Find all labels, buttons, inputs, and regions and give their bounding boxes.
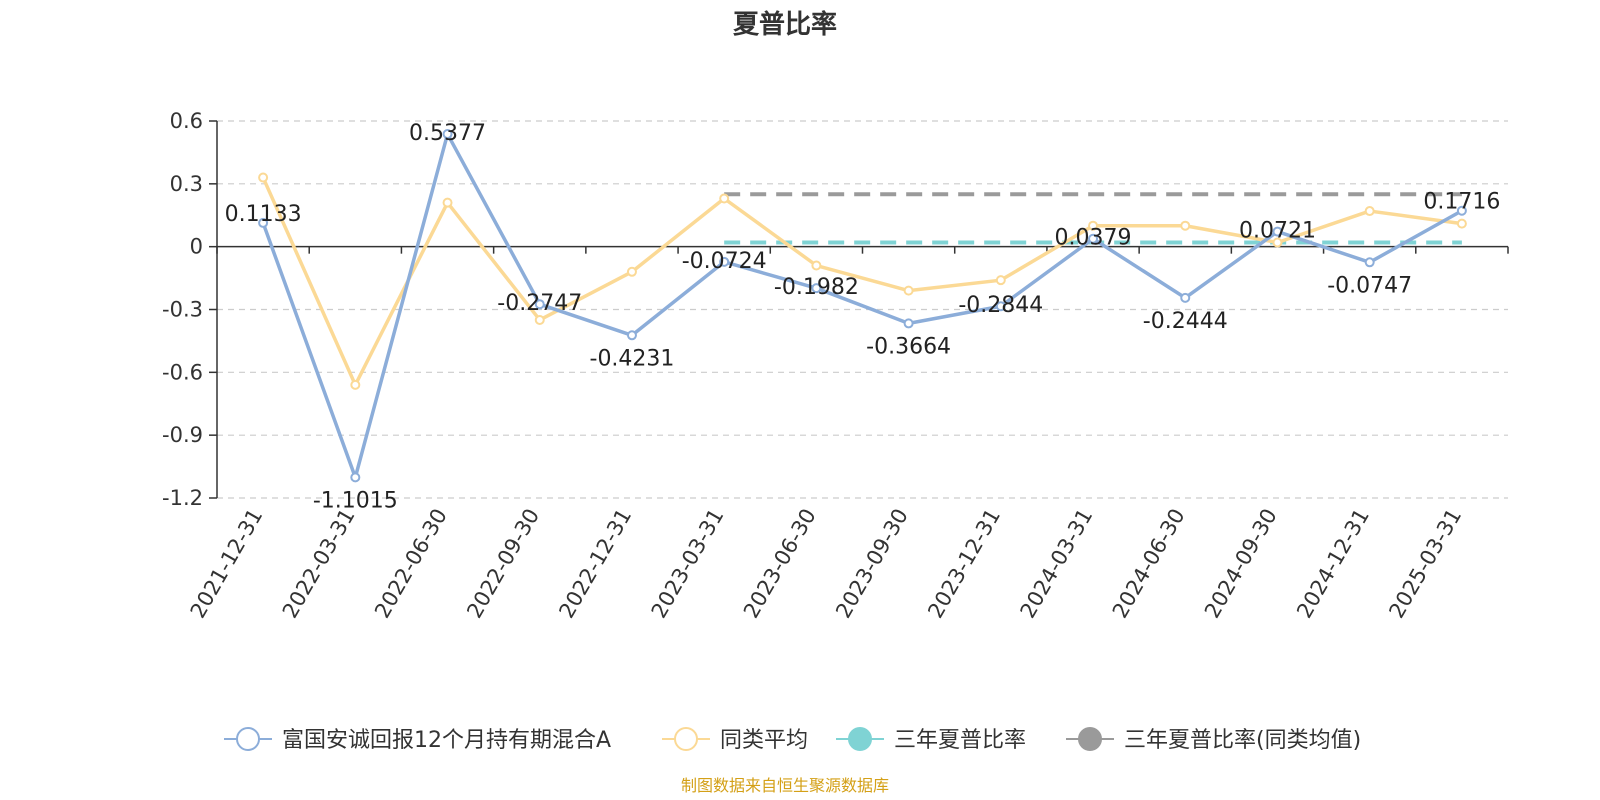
- y-tick-label: 0: [190, 235, 203, 259]
- data-label: -0.1982: [774, 275, 859, 300]
- data-label: -0.0747: [1327, 273, 1412, 298]
- x-tick-label: 2022-09-30: [462, 505, 544, 623]
- data-point: [442, 129, 453, 140]
- series-lines: [261, 132, 1463, 480]
- y-tick-label: -0.6: [162, 360, 203, 384]
- data-label: -0.2444: [1143, 309, 1228, 334]
- data-label: -0.2747: [497, 291, 582, 316]
- legend-marker-icon: [1078, 727, 1102, 751]
- legend-marker-icon: [848, 727, 872, 751]
- legend-marker-icon: [674, 727, 698, 751]
- data-point: [534, 299, 545, 310]
- y-tick-label: 0.6: [170, 109, 203, 133]
- x-tick-label: 2022-03-31: [278, 505, 360, 623]
- x-tick-label: 2024-06-30: [1108, 505, 1190, 623]
- data-point: [1088, 220, 1099, 231]
- data-point: [258, 217, 269, 228]
- data-point: [995, 275, 1006, 286]
- legend: 富国安诚回报12个月持有期混合A 同类平均 三年夏普比率 三年夏普比率(同类均值): [224, 727, 1361, 753]
- data-point: [1364, 257, 1375, 268]
- x-tick-label: 2023-09-30: [831, 505, 913, 623]
- data-point: [811, 260, 822, 271]
- data-label: 0.1133: [225, 202, 302, 227]
- y-tick-label: -1.2: [162, 486, 203, 510]
- legend-label: 三年夏普比率: [894, 728, 1026, 753]
- legend-label: 三年夏普比率(同类均值): [1124, 728, 1361, 753]
- data-point: [719, 256, 730, 267]
- data-point: [903, 285, 914, 296]
- data-label: 0.0721: [1239, 219, 1316, 244]
- data-point: [626, 266, 637, 277]
- data-point: [534, 314, 545, 325]
- x-tick-label: 2024-03-31: [1016, 505, 1098, 623]
- grid-lines: [217, 120, 1508, 499]
- x-tick-label: 2022-06-30: [370, 505, 452, 623]
- series-line: [261, 176, 1463, 387]
- data-point: [903, 318, 914, 329]
- data-label: 0.0379: [1055, 226, 1132, 251]
- x-tick-label: 2023-06-30: [739, 505, 821, 623]
- data-label: -1.1015: [313, 488, 398, 513]
- legend-marker-icon: [236, 727, 260, 751]
- x-tick-label: 2022-12-31: [554, 505, 636, 623]
- x-tick-label: 2023-03-31: [647, 505, 729, 623]
- data-point: [350, 379, 361, 390]
- data-point: [1180, 292, 1191, 303]
- data-point: [350, 472, 361, 483]
- data-label: 0.1716: [1423, 190, 1500, 215]
- series-points: [258, 129, 1467, 483]
- data-point: [811, 283, 822, 294]
- legend-label: 同类平均: [720, 728, 808, 753]
- source-note: 制图数据来自恒生聚源数据库: [681, 776, 889, 795]
- data-point: [1272, 226, 1283, 237]
- data-point: [442, 197, 453, 208]
- x-tick-label: 2023-12-31: [923, 505, 1005, 623]
- data-point: [1456, 205, 1467, 216]
- x-tick-label: 2021-12-31: [186, 505, 268, 623]
- data-point: [258, 172, 269, 183]
- data-point: [995, 301, 1006, 312]
- data-label: 0.5377: [409, 121, 486, 146]
- data-point: [1456, 218, 1467, 229]
- y-tick-label: 0.3: [170, 172, 203, 196]
- series-line: [261, 132, 1463, 480]
- legend-label: 富国安诚回报12个月持有期混合A: [282, 728, 611, 753]
- data-label: -0.2844: [958, 293, 1043, 318]
- data-point: [1272, 237, 1283, 248]
- data-label: -0.3664: [866, 334, 951, 359]
- data-point: [626, 330, 637, 341]
- data-label: -0.0724: [682, 249, 767, 274]
- data-point: [1088, 233, 1099, 244]
- data-label: -0.4231: [590, 346, 675, 371]
- data-labels: 0.1133 -1.1015 0.5377 -0.2747 -0.4231 -0.0724…: [225, 121, 1501, 513]
- x-tick-label: 2025-03-31: [1384, 505, 1466, 623]
- y-tick-label: -0.3: [162, 298, 203, 322]
- data-point: [719, 193, 730, 204]
- data-point: [1180, 220, 1191, 231]
- x-tick-label: 2024-12-31: [1292, 505, 1374, 623]
- x-tick-label: 2024-09-30: [1200, 505, 1282, 623]
- data-point: [1364, 206, 1375, 217]
- y-tick-label: -0.9: [162, 423, 203, 447]
- chart-title: 夏普比率: [733, 9, 837, 40]
